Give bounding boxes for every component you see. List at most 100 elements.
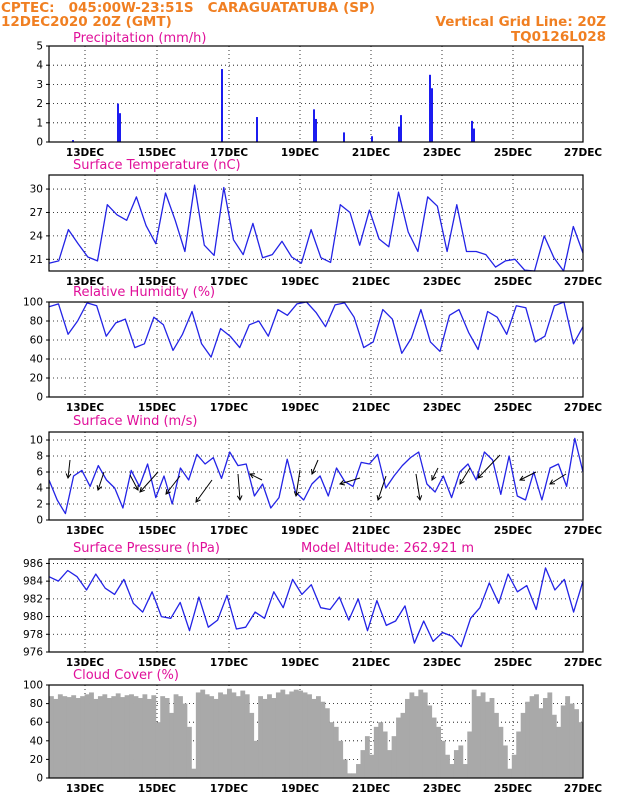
wind-arrow (249, 473, 263, 481)
cloud-cover-bar (186, 726, 192, 778)
precipitation-date-label: 17DEC (210, 147, 249, 159)
pressure-annotation: Model Altitude: 262.921 m (301, 541, 474, 556)
cloud-cover-bar (467, 731, 473, 778)
wind-arrow (67, 459, 71, 479)
cloud-cover-date-label: 13DEC (66, 783, 105, 795)
temperature-ytick-label: 27 (30, 207, 43, 219)
cloud-cover-ytick-label: 40 (30, 735, 43, 747)
cloud-cover-bar (369, 754, 375, 778)
cloud-cover-ytick-label: 20 (30, 754, 43, 766)
cloud-cover-bar (191, 768, 197, 778)
wind-arrow-head (339, 480, 345, 486)
cloud-cover-ytick-label: 80 (30, 698, 43, 710)
cloud-cover-bar (373, 726, 379, 778)
cloud-cover-bar (66, 697, 72, 778)
wind-arrow-head (195, 496, 201, 503)
cloud-cover-bar (280, 689, 286, 778)
wind-arrow-head (459, 478, 465, 485)
wind-date-label: 13DEC (66, 525, 105, 537)
cloud-cover-bar (485, 701, 490, 778)
wind-arrow-head (249, 473, 256, 479)
cloud-cover-bar (449, 764, 455, 778)
temperature-date-label: 19DEC (281, 276, 320, 288)
cloud-cover-bar (569, 703, 575, 778)
pressure-ytick-label: 982 (23, 593, 43, 605)
cloud-cover-bar (267, 694, 272, 778)
cloud-cover-bar (84, 694, 90, 778)
cloud-cover-bar (529, 696, 535, 778)
precipitation-ytick-label: 0 (36, 137, 43, 149)
cloud-cover-bar (405, 698, 410, 778)
wind-arrow (415, 473, 421, 501)
temperature-date-label: 27DEC (564, 276, 603, 288)
wind-ytick-label: 10 (30, 435, 43, 447)
wind-arrow-head (549, 479, 556, 485)
precipitation-bar (72, 140, 74, 142)
cloud-cover-bar (471, 689, 477, 778)
precipitation-date-label: 21DEC (352, 147, 391, 159)
header-vertical-grid: Vertical Grid Line: 20Z (435, 14, 606, 30)
humidity-date-label: 15DEC (138, 402, 177, 414)
precipitation-frame (48, 45, 584, 143)
temperature-date-label: 15DEC (138, 276, 177, 288)
wind-series-line (48, 437, 584, 515)
precipitation-date-label: 13DEC (66, 147, 105, 159)
humidity-date-label: 23DEC (423, 402, 462, 414)
cloud-cover-bar (427, 705, 433, 778)
cloud-cover-bar (173, 694, 179, 778)
wind-date-label: 27DEC (564, 525, 603, 537)
precipitation-bar (371, 136, 373, 142)
precipitation-date-label: 25DEC (494, 147, 533, 159)
wind-arrow-head (133, 484, 139, 491)
pressure-ytick-label: 986 (23, 558, 43, 570)
pressure-date-label: 19DEC (281, 657, 320, 669)
cloud-cover-bar (511, 754, 517, 778)
cloud-cover-bar (342, 759, 348, 778)
wind-arrow-head (416, 495, 423, 502)
cloud-cover-bar (547, 692, 553, 778)
cloud-cover-bar (356, 764, 361, 778)
cloud-cover-bar (133, 696, 139, 778)
cloud-cover-date-label: 27DEC (564, 783, 603, 795)
cloud-cover-bar (520, 712, 526, 778)
cloud-cover-bar (480, 692, 486, 778)
cloud-cover-bar (164, 698, 170, 778)
wind-arrow-head (96, 485, 103, 491)
wind-date-label: 19DEC (281, 525, 320, 537)
cloud-cover-bar (151, 695, 157, 778)
wind-ytick-label: 2 (36, 499, 43, 511)
wind-arrow (377, 475, 387, 501)
cloud-cover-bar (316, 696, 321, 778)
cloud-cover-bar (213, 698, 219, 778)
cloud-cover-frame (48, 684, 584, 779)
cloud-cover-bar (311, 698, 317, 778)
cloud-cover-bar (560, 705, 566, 778)
humidity-frame (48, 301, 584, 398)
precipitation-date-label: 27DEC (564, 147, 603, 159)
cloud-cover-bar (476, 696, 482, 778)
precipitation-date-label: 23DEC (423, 147, 462, 159)
wind-arrow (97, 471, 105, 491)
cloud-cover-bar (498, 726, 504, 778)
temperature-frame (48, 174, 584, 272)
precipitation-bar (429, 74, 431, 142)
wind-ytick-label: 0 (36, 515, 43, 527)
humidity-date-label: 17DEC (210, 402, 249, 414)
cloud-cover-bar (440, 740, 446, 778)
cloud-cover-bar (298, 690, 304, 778)
humidity-date-label: 25DEC (494, 402, 533, 414)
wind-arrow-head (139, 486, 145, 493)
humidity-date-label: 19DEC (281, 402, 320, 414)
precipitation-ytick-label: 5 (36, 41, 43, 53)
humidity-series-line (48, 301, 584, 358)
cloud-cover-bar (129, 694, 134, 778)
temperature-ytick-label: 21 (30, 254, 43, 266)
pressure-ytick-label: 978 (23, 629, 43, 641)
cloud-cover-bar (57, 694, 63, 778)
cloud-cover-bar (364, 736, 370, 778)
cloud-cover-bar (169, 712, 174, 778)
cloud-cover-bar (556, 726, 562, 778)
humidity-date-label: 27DEC (564, 402, 603, 414)
cloud-cover-bar (231, 692, 237, 778)
